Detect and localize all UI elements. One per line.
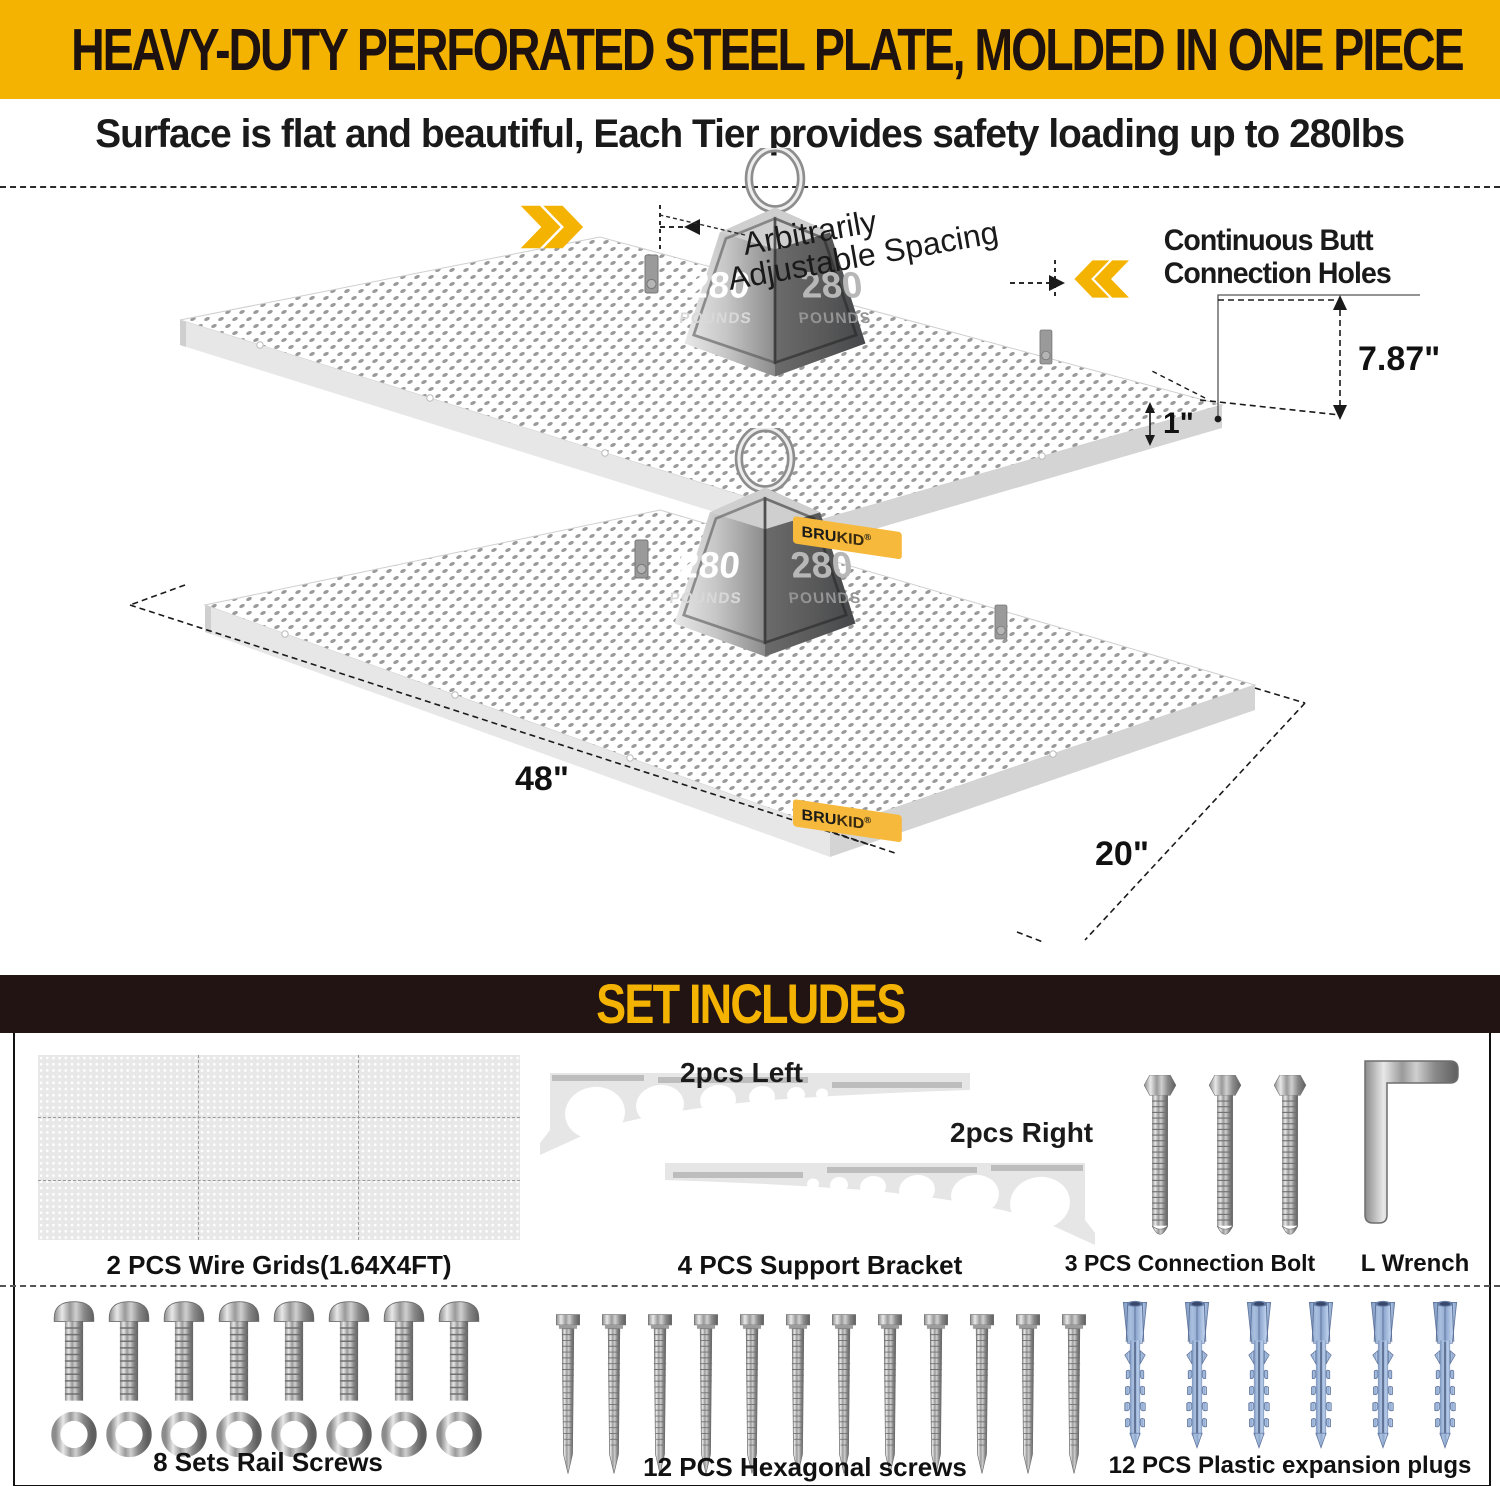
- svg-text:Connection Holes: Connection Holes: [1164, 257, 1392, 290]
- svg-text:20": 20": [1095, 835, 1149, 873]
- svg-text:7.87": 7.87": [1358, 340, 1440, 378]
- svg-text:48": 48": [515, 760, 569, 798]
- svg-text:Continuous Butt: Continuous Butt: [1164, 224, 1374, 257]
- svg-text:1": 1": [1163, 407, 1194, 440]
